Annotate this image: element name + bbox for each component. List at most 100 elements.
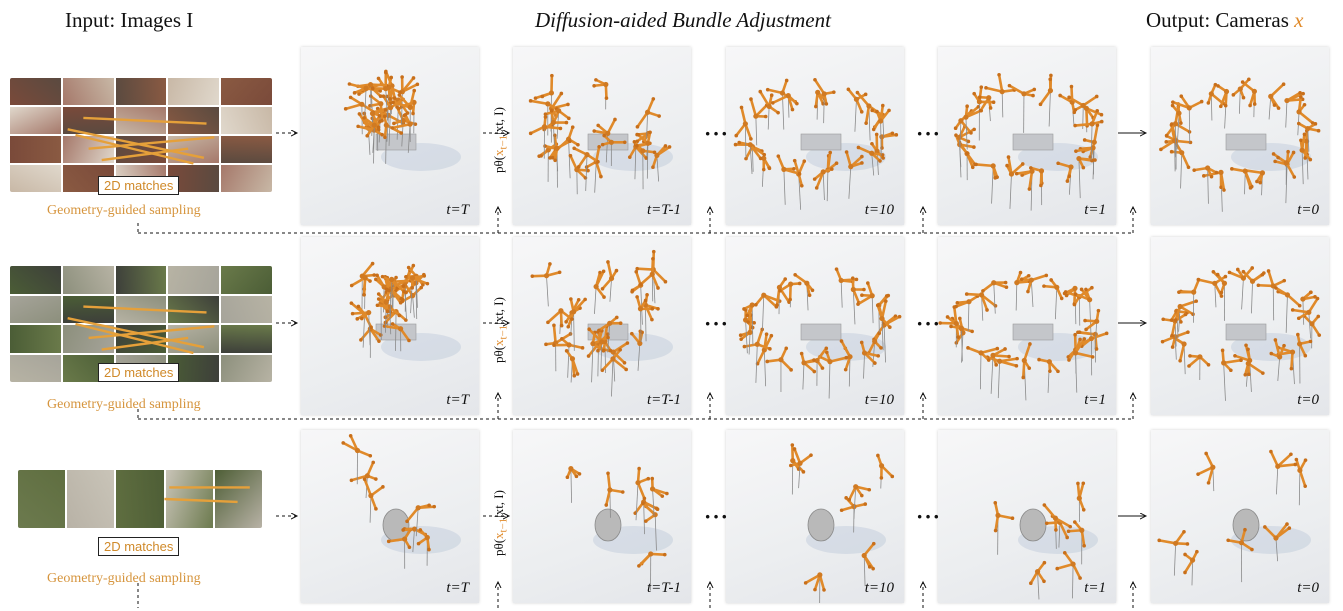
camera-center <box>645 140 651 146</box>
camera-tip <box>651 165 655 170</box>
camera-tip <box>1286 149 1290 154</box>
camera-stand <box>965 117 968 150</box>
camera-tip <box>643 298 648 303</box>
camera-stand <box>556 110 560 139</box>
camera-center <box>1205 165 1211 171</box>
camera-tip <box>663 144 668 148</box>
camera-axis <box>552 324 557 345</box>
camera-tip <box>549 109 554 113</box>
camera-tip <box>401 284 406 288</box>
camera-center <box>861 350 868 356</box>
camera-stand <box>652 488 655 517</box>
camera-tip <box>1160 339 1165 344</box>
camera-axis <box>1090 332 1108 340</box>
camera-tip <box>419 285 424 290</box>
camera-center <box>1089 121 1095 127</box>
input-image-collage <box>10 78 272 192</box>
camera-tip <box>374 477 378 481</box>
camera-tip <box>392 96 397 100</box>
camera-tip <box>399 296 403 301</box>
camera-center <box>610 356 616 362</box>
camera-center <box>371 122 377 128</box>
camera-tip <box>1196 277 1201 282</box>
input-thumbnail <box>10 295 61 323</box>
camera-tip <box>401 528 405 532</box>
timestep-label: t=0 <box>1297 392 1319 408</box>
camera-stand <box>654 514 657 551</box>
camera-axis <box>1174 122 1191 134</box>
camera-tip <box>1263 525 1267 529</box>
camera-tip <box>560 336 564 341</box>
camera-center <box>649 486 656 492</box>
camera-center <box>550 119 556 126</box>
camera-axis <box>749 97 758 118</box>
camera-stand <box>1090 123 1093 161</box>
camera-tip <box>985 308 989 312</box>
camera-center <box>986 95 992 101</box>
camera-tip <box>859 340 864 345</box>
camera-tip <box>404 318 408 322</box>
camera-axis <box>840 339 852 359</box>
camera-tip <box>667 145 672 149</box>
camera-stand <box>783 169 786 205</box>
camera-tip <box>391 100 395 105</box>
camera-tip <box>1059 296 1064 301</box>
camera-tip <box>1313 295 1317 299</box>
camera-tip <box>1269 351 1274 356</box>
camera-tip <box>969 131 973 135</box>
camera-center <box>1079 527 1085 533</box>
camera-stand <box>1183 343 1186 375</box>
camera-tip <box>744 156 748 161</box>
camera-tip <box>758 156 763 161</box>
camera-tip <box>407 545 412 550</box>
camera-tip <box>1211 269 1216 274</box>
camera-plot <box>993 481 1098 600</box>
camera-tip <box>828 150 833 155</box>
camera-tip <box>383 315 388 320</box>
camera-tip <box>1179 121 1183 125</box>
input-thumbnail <box>115 325 167 353</box>
camera-axis <box>1286 293 1301 308</box>
camera-axis <box>344 102 364 111</box>
camera-tip <box>1216 84 1220 88</box>
input-thumbnail <box>115 266 167 294</box>
camera-axis <box>740 106 747 126</box>
camera-tip <box>564 120 569 125</box>
camera-center <box>1087 297 1093 303</box>
camera-center <box>956 134 962 140</box>
camera-stand <box>373 125 375 164</box>
camera-stand <box>959 120 962 151</box>
camera-center <box>953 320 959 327</box>
camera-tip <box>1019 277 1024 281</box>
camera-tip <box>1026 289 1030 294</box>
camera-plot <box>528 73 673 195</box>
camera-tip <box>1039 183 1043 188</box>
camera-tip <box>1069 84 1074 89</box>
camera-tip <box>1014 171 1019 176</box>
timestep-label: t=T <box>446 392 469 408</box>
camera-tip <box>1239 358 1243 362</box>
camera-tip <box>1266 269 1271 273</box>
camera-tip <box>583 176 588 180</box>
camera-tip <box>965 104 969 108</box>
camera-tip <box>1188 140 1193 145</box>
camera-axis <box>980 293 989 312</box>
camera-tip <box>357 112 362 116</box>
camera-tip <box>1246 347 1250 352</box>
camera-tip <box>812 369 817 374</box>
camera-tip <box>1068 524 1073 529</box>
camera-center <box>1172 121 1179 127</box>
input-thumbnail <box>62 295 114 323</box>
camera-tip <box>1243 372 1248 377</box>
camera-tip <box>1082 337 1087 341</box>
camera-tip <box>746 320 750 324</box>
camera-tip <box>834 161 839 165</box>
camera-tip <box>1054 528 1058 532</box>
camera-tip <box>742 307 746 311</box>
camera-stand <box>1176 113 1180 150</box>
camera-tip <box>1240 80 1245 84</box>
camera-tip <box>400 75 404 79</box>
output-header-var: x <box>1294 8 1304 32</box>
camera-center <box>367 81 374 88</box>
camera-tip <box>789 368 793 372</box>
